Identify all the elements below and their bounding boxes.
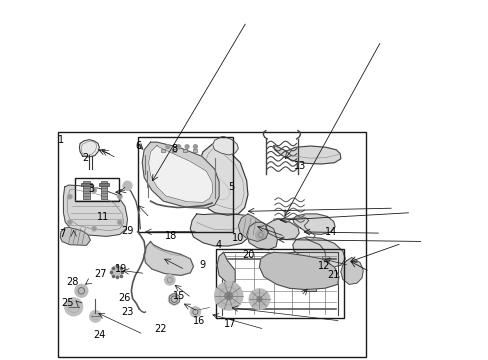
Polygon shape: [217, 252, 235, 283]
Text: 20: 20: [242, 250, 254, 260]
Polygon shape: [190, 214, 253, 246]
Circle shape: [64, 298, 82, 316]
Circle shape: [92, 188, 96, 193]
Text: 29: 29: [121, 226, 133, 236]
Circle shape: [177, 145, 180, 149]
Bar: [99, 183, 109, 186]
Bar: [75, 178, 118, 201]
Bar: [101, 181, 107, 199]
Text: 18: 18: [164, 231, 177, 241]
Text: 24: 24: [93, 330, 105, 339]
Polygon shape: [144, 242, 193, 275]
Circle shape: [89, 311, 101, 322]
Text: 10: 10: [232, 233, 244, 243]
Bar: [321, 256, 328, 261]
Polygon shape: [142, 142, 219, 208]
Text: 6: 6: [136, 140, 142, 150]
Polygon shape: [292, 237, 345, 269]
Bar: [304, 284, 315, 291]
Text: 21: 21: [326, 270, 339, 280]
Text: 25: 25: [61, 298, 73, 308]
Circle shape: [123, 181, 132, 190]
Text: 22: 22: [154, 324, 166, 334]
Text: 5: 5: [227, 182, 234, 192]
Text: 1: 1: [58, 135, 64, 145]
Circle shape: [193, 145, 197, 149]
Bar: [172, 149, 176, 152]
Text: 28: 28: [66, 276, 79, 287]
Polygon shape: [259, 252, 338, 289]
Text: 2: 2: [82, 153, 88, 163]
Polygon shape: [196, 142, 247, 215]
Circle shape: [185, 145, 189, 149]
Circle shape: [67, 194, 72, 199]
Circle shape: [255, 230, 265, 240]
Circle shape: [92, 226, 96, 231]
Text: 12: 12: [318, 261, 330, 271]
Text: 8: 8: [171, 144, 178, 154]
Bar: [138, 137, 232, 232]
Circle shape: [117, 220, 122, 225]
Text: 13: 13: [293, 161, 305, 171]
Bar: [216, 249, 344, 318]
Polygon shape: [63, 185, 127, 237]
Bar: [193, 149, 197, 152]
Circle shape: [164, 275, 175, 285]
Polygon shape: [246, 222, 277, 250]
Text: 7: 7: [59, 229, 65, 239]
Bar: [83, 181, 89, 199]
Polygon shape: [212, 136, 238, 155]
Circle shape: [165, 145, 169, 149]
Polygon shape: [273, 145, 340, 164]
Bar: [183, 149, 187, 152]
Text: 26: 26: [118, 293, 130, 303]
Text: 15: 15: [172, 291, 184, 301]
Text: 27: 27: [94, 269, 106, 279]
Circle shape: [117, 194, 122, 199]
Text: 17: 17: [224, 319, 236, 329]
Circle shape: [75, 284, 88, 297]
Circle shape: [111, 266, 122, 277]
Text: 14: 14: [324, 227, 336, 237]
Text: 4: 4: [215, 240, 221, 250]
Text: 19: 19: [114, 264, 126, 274]
Polygon shape: [148, 145, 212, 202]
Text: 16: 16: [192, 316, 204, 326]
Polygon shape: [79, 140, 99, 157]
Bar: [81, 183, 91, 186]
Text: 23: 23: [121, 307, 133, 316]
Circle shape: [67, 220, 72, 225]
Circle shape: [168, 293, 180, 305]
Text: 11: 11: [97, 212, 109, 222]
Circle shape: [249, 289, 269, 309]
Text: 9: 9: [199, 260, 205, 270]
Circle shape: [224, 292, 232, 300]
Circle shape: [256, 297, 262, 302]
Polygon shape: [60, 228, 90, 245]
Circle shape: [190, 307, 200, 317]
Text: 3: 3: [88, 184, 95, 194]
Polygon shape: [292, 214, 334, 234]
Bar: [161, 149, 165, 152]
Polygon shape: [238, 214, 268, 242]
Polygon shape: [340, 257, 363, 284]
Polygon shape: [265, 219, 299, 239]
Circle shape: [214, 282, 243, 310]
